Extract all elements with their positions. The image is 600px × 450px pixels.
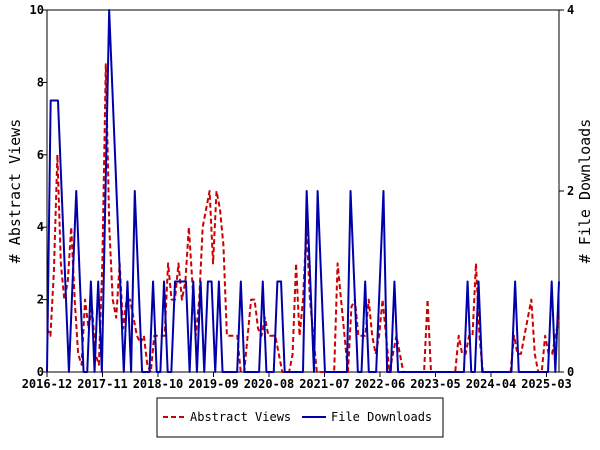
- y-left-tick-label: 4: [37, 220, 44, 234]
- legend: Abstract Views File Downloads: [156, 397, 444, 438]
- y-left-tick-label: 2: [37, 293, 44, 307]
- legend-box: [156, 397, 444, 438]
- legend-label-abstract-views: Abstract Views: [190, 410, 291, 424]
- series-layer: [46, 9, 560, 373]
- y-left-axis-title: # Abstract Views: [6, 119, 24, 264]
- y-right-tick-label: 2: [567, 184, 574, 198]
- y-left-tick-label: 6: [37, 148, 44, 162]
- x-tick-label: 2021-07: [299, 377, 350, 391]
- x-tick-label: 2017-11: [77, 377, 128, 391]
- right-axis-ticks: 0 2 4: [559, 3, 574, 379]
- y-right-tick-label: 0: [567, 365, 574, 379]
- x-axis-ticks: 2016-12 2017-11 2018-10 2019-09 2020-08 2021-…: [22, 372, 572, 391]
- x-tick-label: 2022-06: [355, 377, 406, 391]
- x-tick-label: 2019-09: [188, 377, 239, 391]
- y-left-tick-label: 0: [37, 365, 44, 379]
- y-left-tick-label: 8: [37, 75, 44, 89]
- series-line-abstract-views: [46, 63, 560, 373]
- series-line-file-downloads: [46, 9, 560, 373]
- x-tick-label: 2018-10: [133, 377, 184, 391]
- x-tick-label: 2016-12: [22, 377, 73, 391]
- legend-label-file-downloads: File Downloads: [331, 410, 432, 424]
- x-tick-label: 2024-04: [466, 377, 517, 391]
- x-tick-label: 2023-05: [410, 377, 461, 391]
- x-tick-label: 2025-03: [521, 377, 572, 391]
- left-axis-ticks: 0 2 4 6 8 10: [30, 3, 47, 379]
- y-right-axis-title: # File Downloads: [576, 119, 594, 264]
- x-tick-label: 2020-08: [244, 377, 295, 391]
- y-right-tick-label: 4: [567, 3, 574, 17]
- y-left-tick-label: 10: [30, 3, 44, 17]
